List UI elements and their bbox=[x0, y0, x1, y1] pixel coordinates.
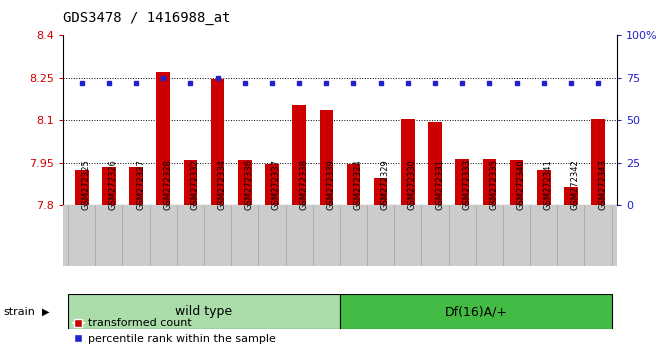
Text: GSM272327: GSM272327 bbox=[136, 159, 145, 210]
Bar bbox=[238, 160, 251, 205]
Text: GSM272328: GSM272328 bbox=[163, 159, 172, 210]
Bar bbox=[75, 170, 88, 205]
Bar bbox=[156, 72, 170, 205]
Bar bbox=[510, 160, 523, 205]
Text: ▶: ▶ bbox=[42, 307, 49, 316]
Bar bbox=[319, 110, 333, 205]
Text: GSM272333: GSM272333 bbox=[462, 159, 471, 210]
Text: strain: strain bbox=[3, 307, 35, 316]
Text: GSM272341: GSM272341 bbox=[544, 159, 552, 210]
Text: GSM272331: GSM272331 bbox=[435, 159, 444, 210]
Text: GSM272326: GSM272326 bbox=[109, 159, 118, 210]
Bar bbox=[129, 167, 143, 205]
Legend: transformed count, percentile rank within the sample: transformed count, percentile rank withi… bbox=[68, 314, 280, 348]
Bar bbox=[102, 167, 115, 205]
Text: GSM272329: GSM272329 bbox=[381, 159, 389, 210]
Bar bbox=[591, 119, 605, 205]
Bar bbox=[455, 159, 469, 205]
Text: GSM272330: GSM272330 bbox=[408, 159, 417, 210]
Text: GSM272342: GSM272342 bbox=[571, 159, 580, 210]
Bar bbox=[211, 79, 224, 205]
Text: GSM272338: GSM272338 bbox=[299, 159, 308, 210]
Bar bbox=[265, 164, 279, 205]
Text: GSM272337: GSM272337 bbox=[272, 159, 281, 210]
Bar bbox=[374, 178, 387, 205]
Bar bbox=[292, 105, 306, 205]
Bar bbox=[340, 294, 612, 329]
Text: GSM272340: GSM272340 bbox=[517, 159, 525, 210]
Bar bbox=[564, 187, 578, 205]
Bar bbox=[401, 119, 414, 205]
Bar bbox=[346, 164, 360, 205]
Text: GDS3478 / 1416988_at: GDS3478 / 1416988_at bbox=[63, 11, 230, 25]
Bar bbox=[183, 160, 197, 205]
Text: GSM272325: GSM272325 bbox=[82, 159, 90, 210]
Text: wild type: wild type bbox=[176, 305, 232, 318]
Bar bbox=[428, 122, 442, 205]
Text: Df(16)A/+: Df(16)A/+ bbox=[444, 305, 508, 318]
Text: GSM272335: GSM272335 bbox=[489, 159, 498, 210]
Text: GSM272334: GSM272334 bbox=[218, 159, 226, 210]
Bar bbox=[68, 294, 340, 329]
Text: GSM272343: GSM272343 bbox=[598, 159, 607, 210]
Bar bbox=[482, 159, 496, 205]
Text: GSM272336: GSM272336 bbox=[245, 159, 254, 210]
Text: GSM272332: GSM272332 bbox=[191, 159, 199, 210]
Bar bbox=[537, 170, 550, 205]
Text: GSM272324: GSM272324 bbox=[354, 159, 362, 210]
Text: GSM272339: GSM272339 bbox=[326, 159, 335, 210]
